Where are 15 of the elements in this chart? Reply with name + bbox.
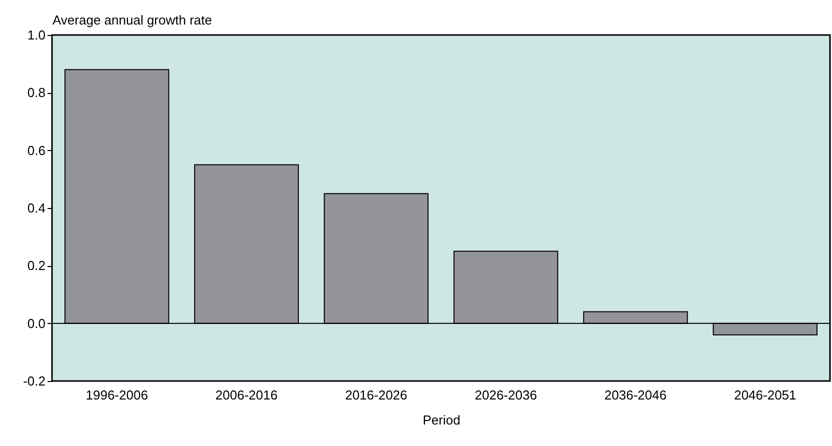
y-tick-label: 1.0 [27,28,46,42]
x-tick-label: 1996-2006 [86,388,148,402]
x-tick-label: 2016-2026 [345,388,408,402]
x-tick-label: 2006-2016 [215,388,278,402]
y-tick-label: 0.2 [27,258,46,274]
y-tick-label: 0.4 [27,200,46,216]
y-axis-title: Average annual growth rate [52,12,212,28]
x-axis-title: Period [422,412,460,428]
y-tick-label: 0.8 [27,85,46,100]
y-tick-label: 0.6 [27,142,46,158]
y-tick-label: 0.0 [27,316,46,331]
y-tick-label: -0.2 [23,374,46,388]
x-tick-label: 2036-2046 [604,388,667,402]
x-tick-label: 2046-2051 [734,388,796,402]
x-tick-label: 2026-2036 [474,388,537,402]
